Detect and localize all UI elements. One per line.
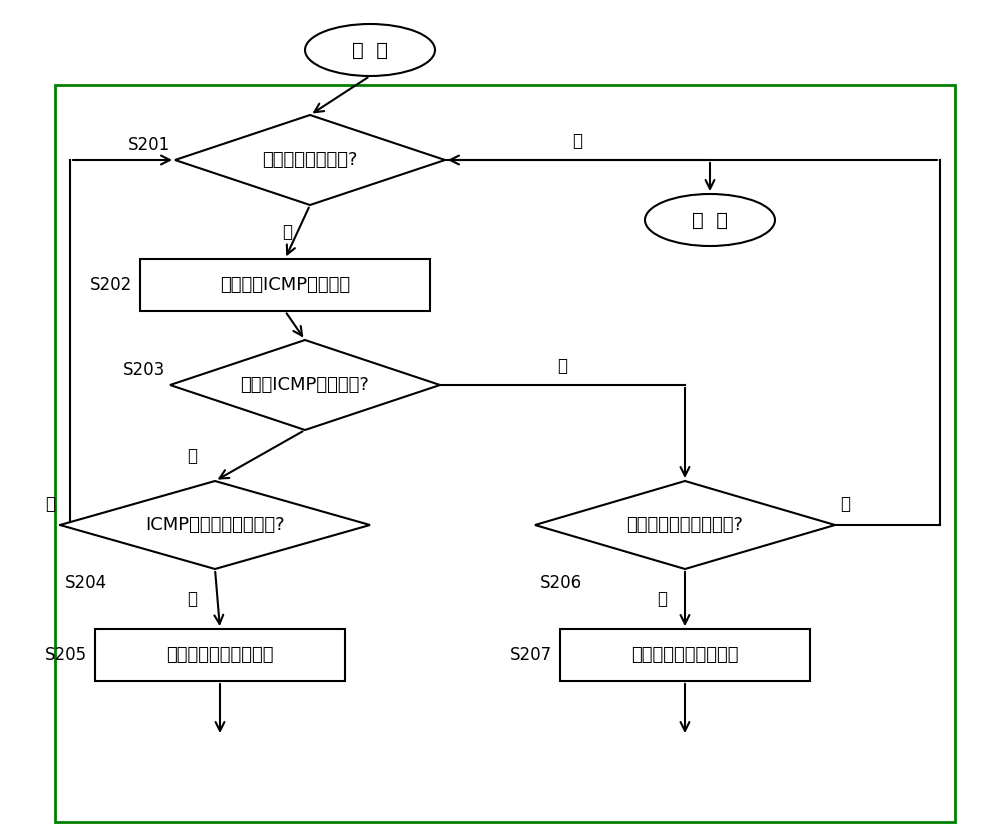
Polygon shape bbox=[170, 340, 440, 430]
Text: 是: 是 bbox=[572, 132, 582, 150]
Text: 结  束: 结 束 bbox=[692, 211, 728, 229]
Text: 否: 否 bbox=[187, 447, 197, 465]
Text: 是: 是 bbox=[840, 495, 850, 513]
Polygon shape bbox=[175, 115, 445, 205]
Text: 否: 否 bbox=[657, 590, 667, 608]
Text: 是: 是 bbox=[558, 357, 568, 375]
Polygon shape bbox=[60, 481, 370, 569]
Text: S205: S205 bbox=[45, 646, 87, 664]
Text: 是: 是 bbox=[45, 495, 55, 513]
Text: 否: 否 bbox=[187, 590, 197, 608]
Text: S207: S207 bbox=[510, 646, 552, 664]
Text: 否: 否 bbox=[282, 223, 292, 241]
Text: 定时发送ICMP请求报文: 定时发送ICMP请求报文 bbox=[220, 276, 350, 294]
Text: S203: S203 bbox=[123, 361, 165, 379]
Ellipse shape bbox=[645, 194, 775, 246]
Text: 退出网络监控流程?: 退出网络监控流程? bbox=[262, 151, 358, 169]
Text: S201: S201 bbox=[128, 136, 170, 154]
Bar bbox=[95, 629, 345, 681]
Text: 发出网络故障恢复通知: 发出网络故障恢复通知 bbox=[631, 646, 739, 664]
Text: 接收到ICMP应答报文?: 接收到ICMP应答报文? bbox=[241, 376, 369, 394]
Text: ICMP应答报文接收正常?: ICMP应答报文接收正常? bbox=[145, 516, 285, 534]
Polygon shape bbox=[535, 481, 835, 569]
Text: 发出网络故障告警通知: 发出网络故障告警通知 bbox=[166, 646, 274, 664]
Bar bbox=[55, 85, 955, 822]
Ellipse shape bbox=[305, 24, 435, 76]
Bar bbox=[560, 629, 810, 681]
Text: 开  始: 开 始 bbox=[352, 40, 388, 60]
Text: S204: S204 bbox=[65, 574, 107, 592]
Text: S206: S206 bbox=[540, 574, 582, 592]
Text: 前一时刻网络是否正常?: 前一时刻网络是否正常? bbox=[626, 516, 744, 534]
Text: S202: S202 bbox=[90, 276, 132, 294]
Bar bbox=[140, 259, 430, 311]
